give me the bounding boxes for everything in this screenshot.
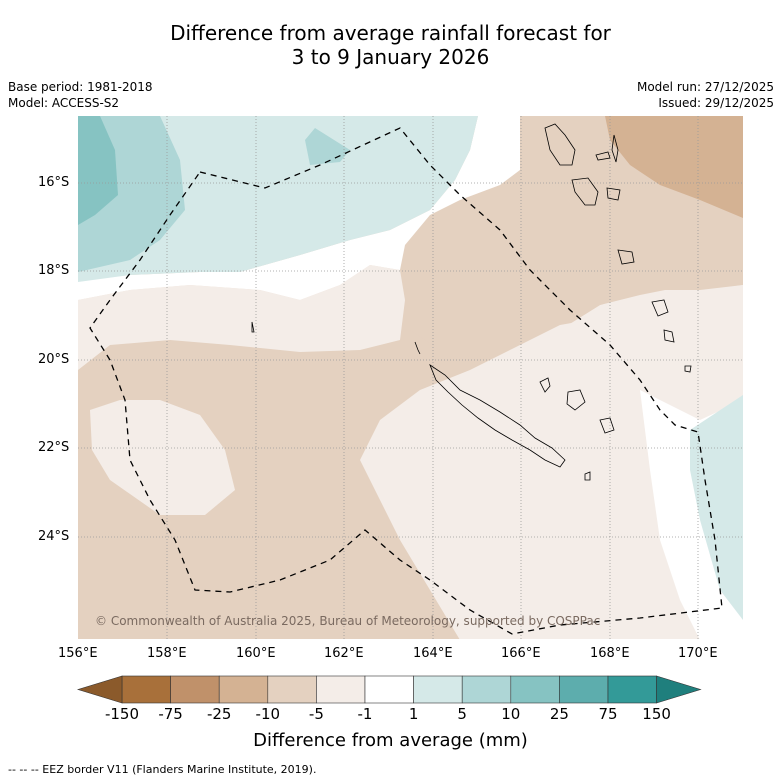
colorbar-low-extend: [76, 675, 123, 704]
colorbar-tick-label: -5: [308, 705, 324, 723]
colorbar-tick-label: -75: [158, 705, 183, 723]
new-caledonia-coastline: [429, 363, 566, 468]
lat-label: 22°S: [38, 440, 70, 455]
lon-label: 162°E: [324, 646, 364, 661]
lon-label: 156°E: [58, 646, 98, 661]
lon-label: 170°E: [678, 646, 718, 661]
light-teal-area-east: [690, 395, 743, 620]
loyalty-islands: [539, 377, 551, 393]
eez-border: [89, 127, 723, 635]
colorbar-segment: [413, 675, 463, 704]
colorbar: [76, 675, 702, 704]
light-negative-patch-west: [90, 400, 235, 515]
near-average-zone-north: [78, 116, 520, 300]
graticule: [78, 116, 743, 639]
colorbar-segment: [316, 675, 366, 704]
colorbar-tick-label: 75: [598, 705, 618, 723]
vanuatu-islands: [251, 123, 692, 373]
colorbar-tick-label: 25: [549, 705, 569, 723]
colorbar-tick-label: -10: [255, 705, 281, 723]
teal-core-northwest: [78, 116, 118, 225]
base-period: Base period: 1981-2018: [8, 80, 153, 94]
colorbar-tick-label: -150: [104, 705, 140, 723]
colorbar-segment: [607, 675, 657, 704]
lat-label: 24°S: [38, 529, 70, 544]
eez-legend: -- -- -- EEZ border V11 (Flanders Marine…: [8, 763, 317, 776]
colorbar-segment: [267, 675, 317, 704]
model-name: Model: ACCESS-S2: [8, 96, 120, 110]
colorbar-tick-label: -1: [357, 705, 373, 723]
colorbar-high-extend: [656, 675, 702, 704]
colorbar-tick-label: -25: [206, 705, 232, 723]
colorbar-tick-label: 150: [642, 705, 671, 723]
lat-label: 20°S: [38, 352, 70, 367]
rainfall-map: [78, 116, 743, 639]
lon-label: 158°E: [147, 646, 187, 661]
colorbar-segment: [461, 675, 512, 704]
lon-label: 168°E: [590, 646, 630, 661]
lat-label: 18°S: [38, 263, 70, 278]
colorbar-segment: [218, 675, 269, 704]
colorbar-tick-label: 1: [408, 705, 419, 723]
colorbar-tick-label: 5: [457, 705, 467, 723]
colorbar-segment: [170, 675, 220, 704]
model-run: Model run: 27/12/2025: [636, 80, 774, 94]
issued-date: Issued: 29/12/2025: [658, 96, 774, 110]
lon-label: 164°E: [413, 646, 453, 661]
title-line-2: 3 to 9 January 2026: [291, 45, 490, 69]
light-negative-band-west: [78, 265, 405, 370]
lon-label: 160°E: [236, 646, 276, 661]
lon-label: 166°E: [501, 646, 541, 661]
colorbar-label: Difference from average (mm): [253, 730, 528, 751]
title-line-1: Difference from average rainfall forecas…: [170, 21, 611, 45]
colorbar-tick-label: 10: [501, 705, 521, 723]
colorbar-segment: [121, 675, 171, 704]
colorbar-segment: [364, 675, 414, 704]
colorbar-segment: [559, 675, 609, 704]
copyright-notice: © Commonwealth of Australia 2025, Bureau…: [95, 614, 601, 628]
colorbar-segment: [510, 675, 560, 704]
lat-label: 16°S: [38, 175, 70, 190]
darker-tan-area-northeast: [605, 116, 743, 218]
